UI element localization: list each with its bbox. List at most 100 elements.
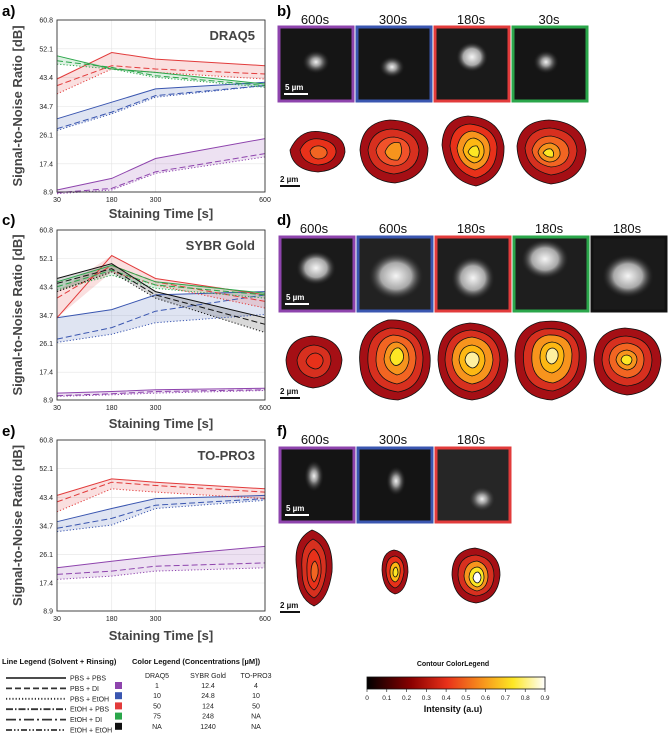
color-swatch [115, 712, 122, 720]
y-tick-label: 8.9 [43, 609, 53, 616]
colorbar-tick-label: 0.8 [521, 695, 530, 702]
contour-plot [514, 320, 587, 401]
series-line-black-dash [56, 268, 266, 325]
y-tick-label: 26.1 [39, 341, 53, 348]
colorbar-tick-label: 0.4 [442, 695, 451, 702]
y-tick-label: 34.7 [39, 104, 53, 111]
colorbar-tick-label: 0 [365, 695, 369, 702]
colorbar-tick-label: 0.1 [382, 695, 391, 702]
chart-to-pro3: 8.9 17.4 26.1 34.7 43.4 52.1 60.8 30 180 300 600 St… [10, 438, 271, 644]
color-legend-value: NA [251, 714, 261, 721]
x-tick-label: 300 [150, 197, 162, 204]
micrograph-row-b: 600s 300s 180s 30s 5 µm [277, 12, 589, 103]
colorbar-tick-label: 0.7 [501, 695, 510, 702]
nucleus-spot [302, 50, 330, 74]
time-label: 600s [301, 12, 330, 27]
nucleus-spot [296, 251, 336, 285]
series-band-purple [57, 546, 265, 580]
color-legend-value: 10 [252, 693, 260, 700]
series-line-black-solid [56, 263, 266, 319]
series-line-purple-dash [56, 562, 266, 575]
y-tick-label: 43.4 [39, 284, 53, 291]
y-axis-label: Signal-to-Noise Ratio [dB] [10, 445, 25, 606]
time-label: 180s [535, 221, 564, 236]
chart-title: SYBR Gold [186, 238, 255, 253]
legend-line-label: PBS + DI [70, 686, 99, 693]
y-tick-label: 52.1 [39, 46, 53, 53]
panel-letter-a: a) [2, 3, 15, 20]
series-line-red-dash [56, 481, 266, 503]
color-swatch [115, 692, 122, 700]
time-label: 180s [457, 432, 486, 447]
contour-plot [295, 529, 333, 607]
legend-line-label: PBS + PBS [70, 676, 106, 683]
series-line-blue-dot [56, 85, 266, 131]
contour-plot [289, 131, 346, 173]
y-tick-label: 8.9 [43, 398, 53, 405]
nucleus-spot [304, 460, 324, 492]
color-legend-value: NA [251, 724, 261, 731]
y-tick-label: 34.7 [39, 523, 53, 530]
nucleus-spot [451, 256, 495, 300]
series-band-green [57, 265, 265, 299]
contour-plot [516, 119, 587, 185]
nucleus-spot [521, 239, 569, 279]
contour-plot [441, 115, 505, 187]
plot-frame [56, 19, 266, 193]
series-band-blue [57, 495, 265, 532]
time-label: 180s [457, 221, 486, 236]
colorbar-tick-label: 0.6 [481, 695, 490, 702]
series-line-red-solid [56, 478, 266, 496]
series-line-purple-dot [56, 567, 266, 580]
color-legend-value: 1240 [200, 724, 216, 731]
contour-row-d: 2 µm [280, 319, 662, 401]
series-line-green-dot [56, 274, 266, 299]
plot-frame [56, 439, 266, 612]
series-line-red-solid [56, 254, 266, 319]
series-line-blue-dot [56, 499, 266, 533]
chart-sybr-gold: 8.9 17.4 26.1 34.7 43.4 52.1 60.8 30 180 300 600 St… [10, 228, 271, 432]
color-legend-column-header: TO-PRO3 [241, 673, 272, 680]
colorbar-tick-label: 0.9 [540, 695, 549, 702]
panel-letter-e: e) [2, 423, 15, 440]
series-band-purple [57, 138, 265, 194]
y-tick-label: 34.7 [39, 313, 53, 320]
contour-plot [593, 327, 662, 396]
scale-bar-label: 2 µm [280, 387, 298, 396]
x-tick-label: 30 [53, 616, 61, 623]
series-line-purple-dash [56, 153, 266, 194]
time-label: 180s [457, 12, 486, 27]
x-axis-label: Staining Time [s] [109, 628, 214, 643]
time-label: 30s [539, 12, 560, 27]
series-line-purple-solid [56, 545, 266, 569]
panel-letter-c: c) [2, 212, 15, 229]
y-tick-label: 60.8 [39, 228, 53, 235]
colorbar: Contour ColorLegend 0 0.1 0.2 0.3 0.4 0.5 0.6 0… [365, 661, 550, 714]
contour-plot [451, 547, 501, 604]
series-line-purple-solid [56, 387, 266, 394]
series-band-green [57, 55, 265, 88]
scale-bar-label: 5 µm [286, 504, 304, 513]
panel-letter-f: f) [277, 423, 287, 440]
y-axis-label: Signal-to-Noise Ratio [dB] [10, 25, 25, 186]
color-legend-value: 75 [153, 714, 161, 721]
color-legend-value: 248 [202, 714, 214, 721]
colorbar-ticks: 0 0.1 0.2 0.3 0.4 0.5 0.6 0.7 0.8 0.9 [365, 689, 550, 702]
nucleus-spot [533, 50, 559, 74]
color-legend-value: 1 [155, 683, 159, 690]
colorbar-title: Contour ColorLegend [417, 661, 489, 668]
micrograph-image [511, 25, 589, 103]
plot-frame [56, 229, 266, 401]
y-tick-label: 17.4 [39, 161, 53, 168]
scale-bar-label: 5 µm [285, 83, 303, 92]
color-legend-value: 50 [153, 703, 161, 710]
time-label: 300s [379, 12, 408, 27]
series-band-red [57, 478, 265, 512]
x-tick-label: 300 [150, 405, 162, 412]
line-legend: PBS + PBS PBS + DI PBS + EtOH EtOH + PBS EtO… [6, 676, 112, 735]
series-band-blue [57, 291, 265, 343]
contour-plot [285, 335, 343, 389]
y-tick-label: 52.1 [39, 256, 53, 263]
y-tick-label: 43.4 [39, 75, 53, 82]
contour-plot [359, 319, 431, 401]
